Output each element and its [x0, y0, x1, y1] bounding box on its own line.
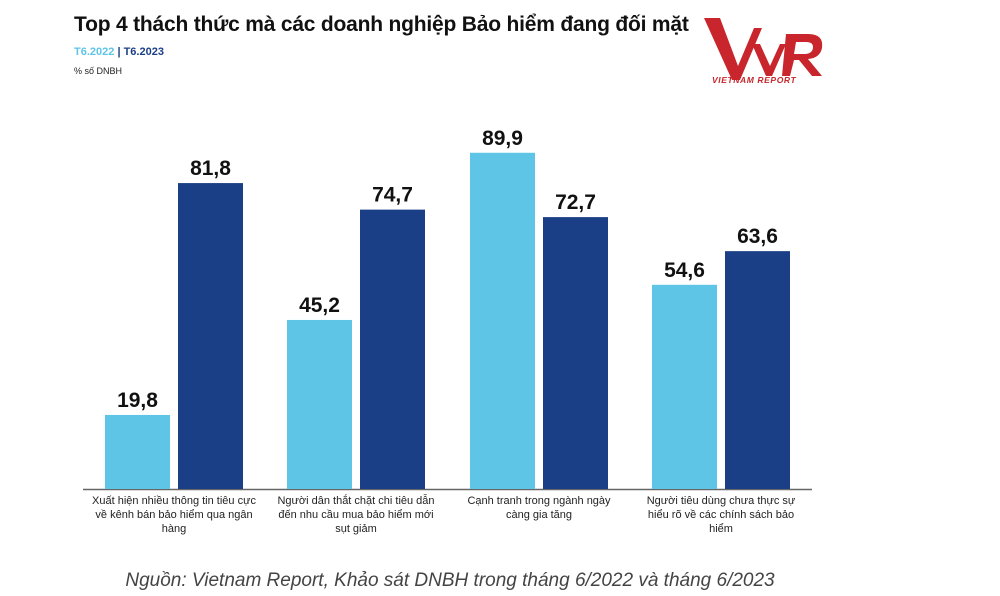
category-label: Người tiêu dùng chưa thực sự hiểu rõ về … [646, 495, 796, 535]
bar-T6-2022-3 [652, 284, 717, 489]
bar-T6-2023-3 [725, 251, 790, 489]
data-label: 74,7 [372, 184, 413, 207]
data-label: 81,8 [190, 157, 231, 180]
legend: T6.2022 | T6.2023 [74, 46, 164, 58]
category-label: Cạnh tranh trong ngành ngày càng gia tăn… [467, 495, 611, 521]
bar-T6-2022-2 [470, 152, 535, 490]
data-label: 19,8 [117, 389, 158, 412]
logo-text: VIETNAM REPORT [712, 75, 797, 85]
data-label: 54,6 [664, 259, 705, 282]
data-label: 89,9 [482, 127, 523, 150]
legend-separator: | [117, 46, 121, 58]
bar-T6-2023-2 [543, 217, 608, 490]
chart-title: Top 4 thách thức mà các doanh nghiệp Bảo… [74, 13, 689, 36]
bar-T6-2022-0 [105, 414, 170, 489]
bar-T6-2023-0 [178, 183, 243, 489]
vietnam-report-logo [704, 18, 823, 80]
data-label: 72,7 [555, 191, 596, 214]
data-label: 63,6 [737, 225, 778, 248]
source-note: Nguồn: Vietnam Report, Khảo sát DNBH tro… [125, 570, 775, 591]
legend-t6-2023: T6.2023 [123, 46, 164, 58]
unit-label: % số DNBH [74, 66, 123, 76]
legend-t6-2022: T6.2022 [74, 46, 115, 58]
bar-T6-2022-1 [287, 319, 352, 489]
category-label: Người dân thắt chặt chi tiêu dẫn đến nhu… [277, 495, 435, 535]
bar-T6-2023-1 [360, 209, 425, 489]
category-label: Xuất hiện nhiều thông tin tiêu cực về kê… [92, 495, 256, 535]
data-label: 45,2 [299, 294, 340, 317]
